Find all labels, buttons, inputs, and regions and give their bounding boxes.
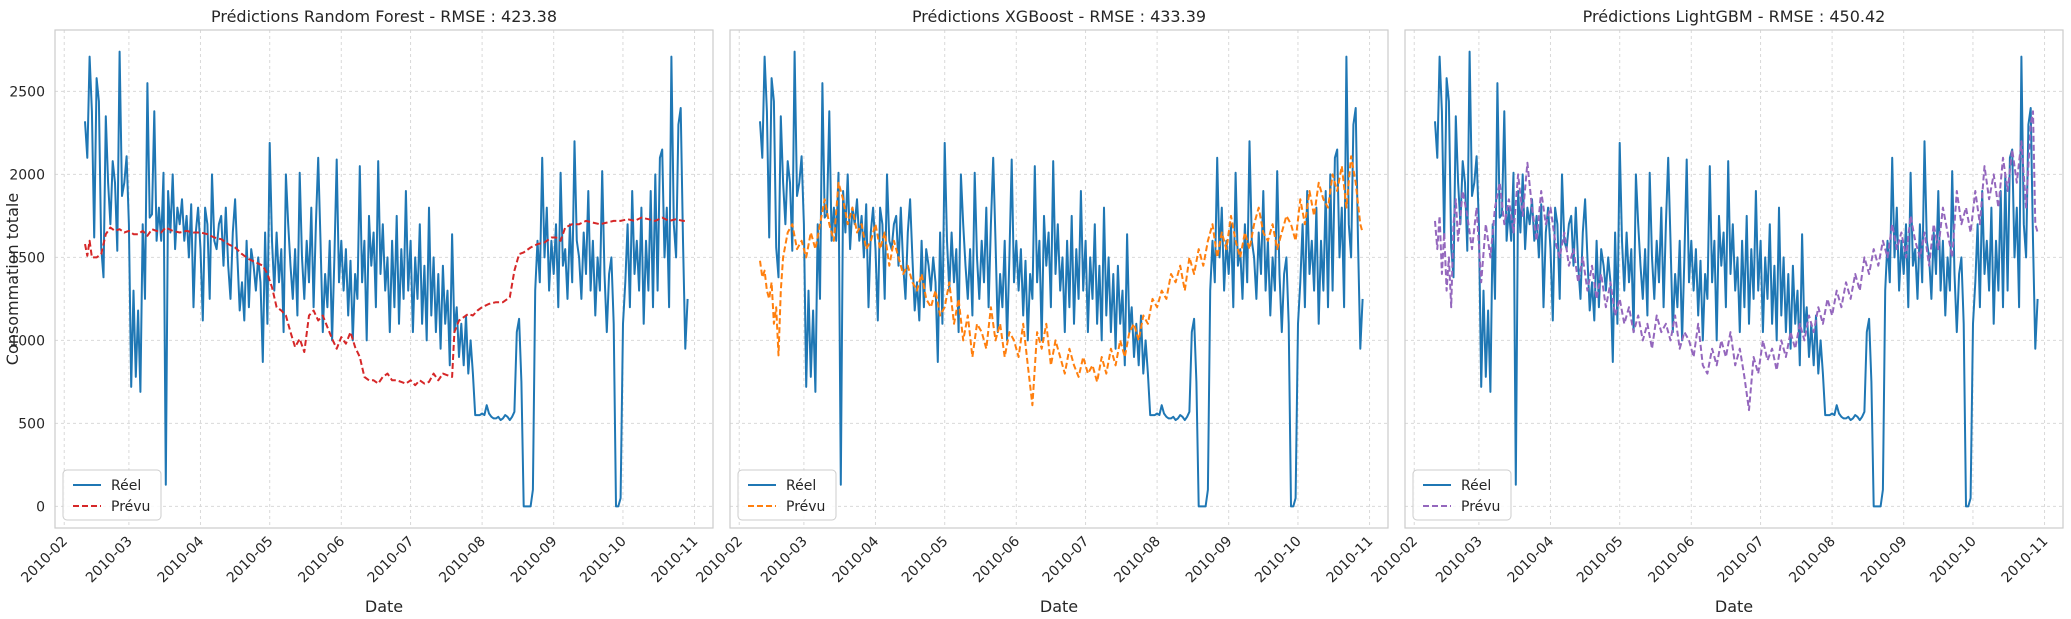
chart-panel-3: 2010-02 2010-03 2010-04 2010-05 2010-06 2010-… <box>1368 7 2064 616</box>
x-tick-label: 2010-06 <box>295 533 348 586</box>
x-tick-label: 2010-05 <box>899 534 952 587</box>
x-tick-label: 2010-09 <box>508 534 561 587</box>
legend: Réel Prévu <box>737 469 837 521</box>
legend-box <box>737 469 837 521</box>
x-axis-label: Date <box>1715 597 1753 616</box>
x-axis-label: Date <box>1040 597 1078 616</box>
x-tick-label: 2010-10 <box>1252 534 1305 587</box>
x-tick-label: 2010-02 <box>1368 534 1421 587</box>
x-tick-label: 2010-04 <box>830 533 883 586</box>
x-tick-label: 2010-04 <box>1505 533 1558 586</box>
x-tick-label: 2010-06 <box>1645 533 1698 586</box>
legend-box <box>62 469 162 521</box>
y-tick-label: 500 <box>18 416 45 432</box>
series-line-prevu <box>1434 110 2039 412</box>
y-axis-label: Consommation totale <box>3 193 22 365</box>
chart-title: Prédictions XGBoost - RMSE : 433.39 <box>912 7 1206 26</box>
series-line-prevu <box>759 155 1364 407</box>
x-tick-label: 2010-09 <box>1858 534 1911 587</box>
legend-label: Prévu <box>786 499 825 515</box>
x-tick-label: 2010-03 <box>1433 534 1486 587</box>
x-axis-label: Date <box>365 597 403 616</box>
axes-frame <box>729 29 1389 529</box>
x-tick-label: 2010-03 <box>83 534 136 587</box>
axes-frame <box>54 29 714 529</box>
series-line-prevu <box>84 216 688 387</box>
series-line-reel <box>759 50 1364 508</box>
legend-label: Prévu <box>111 499 150 515</box>
x-tick-label: 2010-11 <box>1999 534 2052 587</box>
legend-label: Réel <box>786 478 816 494</box>
x-tick-label: 2010-02 <box>693 534 746 587</box>
x-tick-label: 2010-07 <box>365 534 418 587</box>
x-tick-label: 2010-09 <box>1183 534 1236 587</box>
y-tick-label: 0 <box>36 499 45 515</box>
x-tick-label: 2010-08 <box>1786 534 1839 587</box>
chart-title: Prédictions Random Forest - RMSE : 423.3… <box>211 7 557 26</box>
x-tick-label: 2010-06 <box>970 533 1023 586</box>
legend-box <box>1412 469 1512 521</box>
legend-label: Prévu <box>1461 499 1500 515</box>
x-tick-label: 2010-10 <box>1927 534 1980 587</box>
y-tick-label: 2500 <box>9 84 45 100</box>
legend: Réel Prévu <box>1412 469 1512 521</box>
legend: Réel Prévu <box>62 469 162 521</box>
x-tick-label: 2010-11 <box>1324 534 1377 587</box>
x-tick-label: 2010-08 <box>1111 534 1164 587</box>
y-tick-label: 2000 <box>9 167 45 183</box>
chart-panel-2: 2010-02 2010-03 2010-04 2010-05 2010-06 2010-… <box>693 7 1389 616</box>
y-tick-label: 1000 <box>9 333 45 349</box>
x-tick-label: 2010-07 <box>1040 534 1093 587</box>
y-tick-label: 1500 <box>9 250 45 266</box>
x-tick-label: 2010-08 <box>436 534 489 587</box>
x-tick-label: 2010-03 <box>758 534 811 587</box>
x-tick-label: 2010-07 <box>1715 534 1768 587</box>
series-line-reel <box>84 50 689 508</box>
legend-label: Réel <box>111 478 141 494</box>
legend-label: Réel <box>1461 478 1491 494</box>
x-tick-label: 2010-04 <box>155 533 208 586</box>
x-tick-label: 2010-11 <box>649 534 702 587</box>
x-tick-label: 2010-10 <box>577 534 630 587</box>
chart-panel-1: 0 500 1000 1500 2000 2500 2010-02 2010-03 2010-0… <box>9 7 714 616</box>
chart-title: Prédictions LightGBM - RMSE : 450.42 <box>1583 7 1886 26</box>
x-tick-label: 2010-05 <box>224 534 277 587</box>
axes-frame <box>1404 29 2064 529</box>
x-tick-label: 2010-02 <box>18 534 71 587</box>
x-tick-label: 2010-05 <box>1574 534 1627 587</box>
